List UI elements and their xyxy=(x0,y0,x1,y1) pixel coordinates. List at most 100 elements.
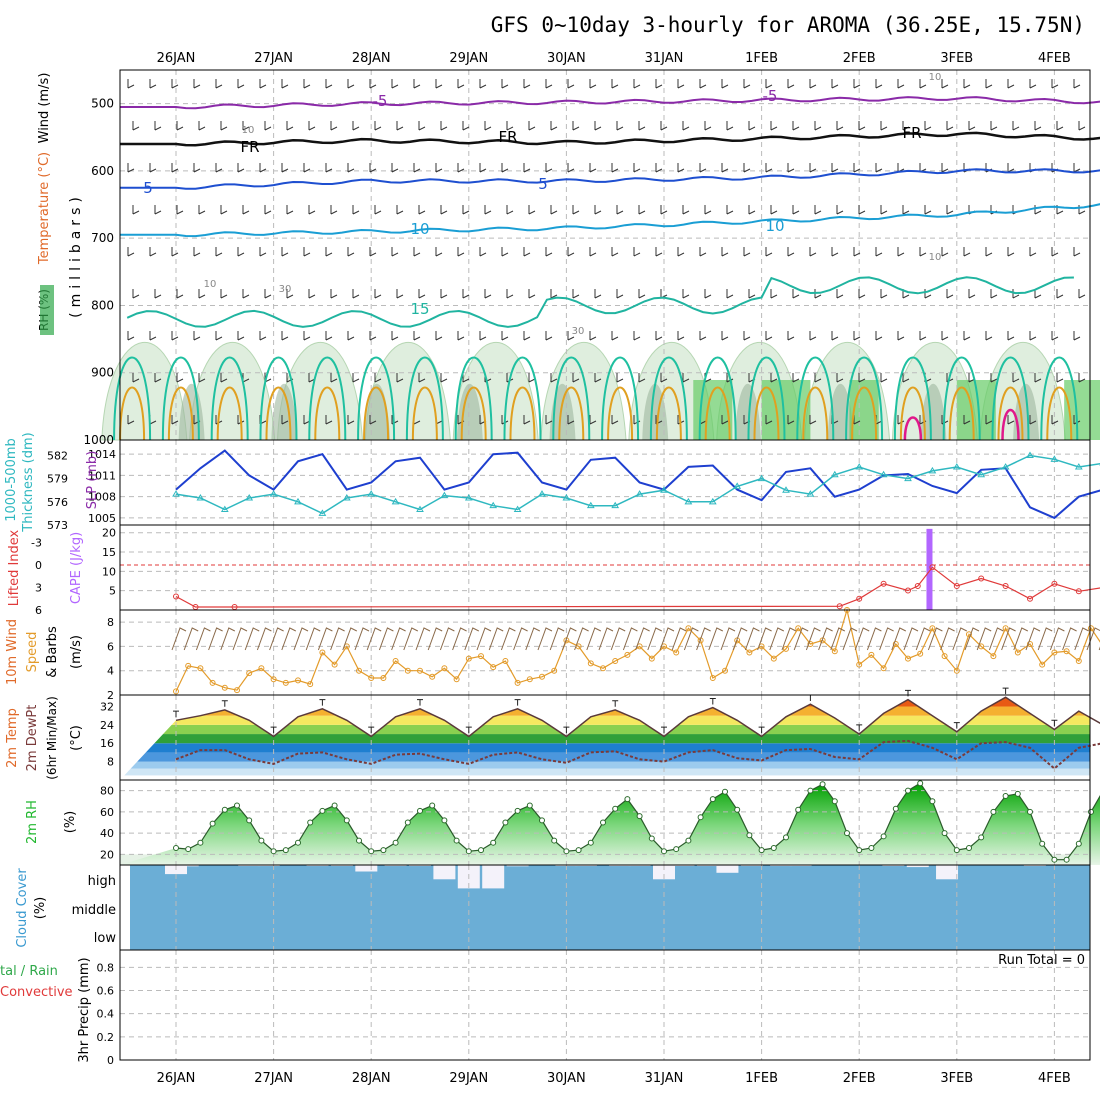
wind-barb xyxy=(660,373,668,383)
wind-barb xyxy=(891,627,907,651)
wind-speed-point xyxy=(465,655,472,662)
wind-barb xyxy=(611,163,619,173)
wind-barb xyxy=(574,627,589,651)
wind-barb xyxy=(244,627,260,651)
contour-label: 10 xyxy=(929,252,942,263)
wind-barb xyxy=(1078,289,1086,299)
wind-barb xyxy=(198,205,206,215)
wind-speed-point xyxy=(1027,641,1033,647)
wind-barb xyxy=(720,627,736,651)
temp-minmax-tick xyxy=(465,726,472,734)
wind-speed-point xyxy=(526,676,533,683)
wind-barb xyxy=(990,373,998,383)
top-date-label: 29JAN xyxy=(449,51,488,66)
wind-barb xyxy=(831,247,839,257)
rh-point xyxy=(575,847,582,854)
wind-barb xyxy=(787,331,795,341)
wind-barb xyxy=(858,205,866,215)
wind-barb xyxy=(879,627,894,651)
high-cloud-gap xyxy=(716,865,739,873)
wind-barb xyxy=(1051,79,1059,89)
wind-barb xyxy=(726,121,734,131)
wind-barb xyxy=(215,163,223,173)
contour-label: 5 xyxy=(538,175,548,193)
wind-barb xyxy=(594,121,602,131)
temp-minmax-tick xyxy=(1002,687,1009,695)
precip-legend-label: tal / Rain xyxy=(0,964,58,979)
wind-barb xyxy=(506,121,514,131)
temp-tick-label: 24 xyxy=(100,719,114,732)
wind-barb xyxy=(743,247,751,257)
wind-barb xyxy=(550,289,558,299)
top-date-label: 2FEB xyxy=(843,51,876,66)
wind-tick-label: 2 xyxy=(107,689,114,702)
wind-barb xyxy=(193,331,201,341)
wind-speed-point xyxy=(270,676,277,683)
pressure-tick-label: 600 xyxy=(91,164,114,178)
warm-loop xyxy=(552,356,591,441)
wind-barb xyxy=(611,415,619,425)
cape-axis-label: CAPE (J/kg) xyxy=(69,532,84,604)
wind-barb xyxy=(616,205,624,215)
rh-point xyxy=(600,819,606,826)
wind-barb xyxy=(809,331,817,341)
isotherm-line xyxy=(120,168,1100,190)
wind-barb xyxy=(154,373,162,383)
wind-barb xyxy=(586,627,602,651)
rh-point xyxy=(685,837,692,844)
wind-barb xyxy=(858,373,866,383)
wind-barb xyxy=(545,163,553,173)
wind-barb xyxy=(765,163,773,173)
cape-tick-label: 15 xyxy=(102,546,116,559)
wind-barb xyxy=(528,289,536,299)
wind-barb xyxy=(924,121,932,131)
wind-barb xyxy=(809,247,817,257)
cloud-area xyxy=(130,865,1090,950)
wind-barb xyxy=(704,289,712,299)
wind-barb xyxy=(347,247,355,257)
wind-barb xyxy=(677,247,685,257)
wind-speed-point xyxy=(441,665,448,672)
wind-barb xyxy=(699,79,707,89)
high-cloud-gap xyxy=(506,865,529,867)
rh-point xyxy=(331,802,338,809)
warm-loop xyxy=(357,356,396,441)
wind-barb xyxy=(325,331,333,341)
hot-loop xyxy=(460,386,487,441)
wind-barb xyxy=(171,163,179,173)
wind-barb xyxy=(264,289,272,299)
wind-barb xyxy=(484,121,492,131)
wind-barb xyxy=(1025,627,1041,651)
wind-barb xyxy=(1056,373,1064,383)
wind-speed-point xyxy=(307,681,314,688)
wind-speed-point xyxy=(1051,649,1058,656)
wind-speed-point xyxy=(831,648,838,655)
thickness-point xyxy=(513,505,522,513)
rh-point xyxy=(514,807,521,814)
run-total-label: Run Total = 0 xyxy=(998,953,1085,968)
wind-barb xyxy=(1051,331,1059,341)
wind-barb xyxy=(525,627,541,651)
wind-barb xyxy=(418,205,426,215)
wind-barb xyxy=(317,627,333,651)
wind-barb xyxy=(897,331,905,341)
wind-barb xyxy=(347,79,355,89)
thickness-tick-label: 573 xyxy=(47,519,68,532)
wind-barb xyxy=(347,163,355,173)
wind-barb xyxy=(787,163,795,173)
wind-barb xyxy=(985,415,993,425)
wind-barb xyxy=(858,121,866,131)
rh-point xyxy=(209,820,216,827)
thickness-point xyxy=(318,509,327,516)
contour-label: 30 xyxy=(572,326,585,337)
hot-loop xyxy=(411,386,438,441)
contour-label: FR xyxy=(902,124,921,142)
wind-barb xyxy=(500,627,516,651)
high-cloud-gap xyxy=(770,865,793,867)
wind-barb xyxy=(396,205,404,215)
wind-axis-label: 10m Wind xyxy=(5,619,20,685)
hot-loop xyxy=(119,386,146,441)
wind-barb xyxy=(242,289,250,299)
thickness-line xyxy=(175,454,1100,515)
